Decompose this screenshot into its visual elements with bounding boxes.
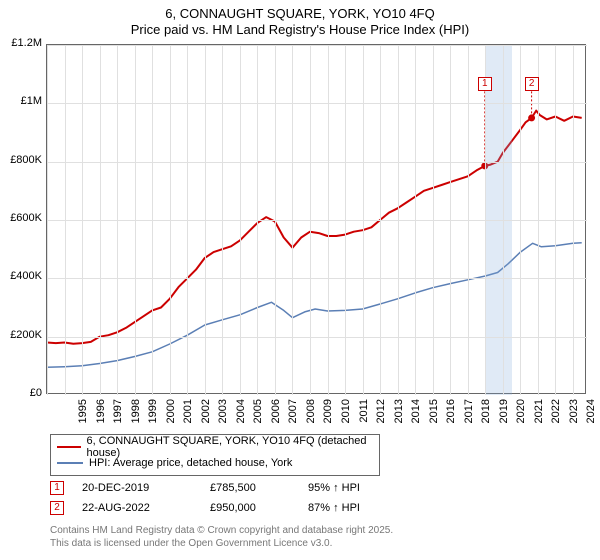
x-tick-label: 2020 bbox=[515, 399, 527, 433]
x-tick-label: 2013 bbox=[393, 399, 405, 433]
x-tick-label: 2002 bbox=[200, 399, 212, 433]
x-tick-label: 1998 bbox=[130, 399, 142, 433]
x-tick-label: 2022 bbox=[550, 399, 562, 433]
footer-line-2: This data is licensed under the Open Gov… bbox=[50, 537, 393, 550]
legend-row: 6, CONNAUGHT SQUARE, YORK, YO10 4FQ (det… bbox=[57, 439, 373, 455]
x-tick-label: 2003 bbox=[217, 399, 229, 433]
sale-marker-dot bbox=[528, 114, 535, 121]
title-line-2: Price paid vs. HM Land Registry's House … bbox=[0, 22, 600, 38]
y-tick-label: £400K bbox=[0, 270, 42, 282]
sale-marker-box: 2 bbox=[525, 77, 539, 91]
legend-swatch bbox=[57, 446, 81, 448]
sales-row-pct: 87% ↑ HPI bbox=[308, 502, 360, 514]
x-tick-label: 2024 bbox=[585, 399, 597, 433]
y-tick-label: £800K bbox=[0, 154, 42, 166]
y-tick-label: £1M bbox=[0, 95, 42, 107]
legend: 6, CONNAUGHT SQUARE, YORK, YO10 4FQ (det… bbox=[50, 434, 380, 476]
sales-row-price: £785,500 bbox=[210, 482, 290, 494]
sales-row-date: 20-DEC-2019 bbox=[82, 482, 192, 494]
sales-row-marker: 1 bbox=[50, 481, 64, 495]
sale-marker-box: 1 bbox=[478, 77, 492, 91]
x-tick-label: 2008 bbox=[305, 399, 317, 433]
y-tick-label: £0 bbox=[0, 387, 42, 399]
chart-title-block: 6, CONNAUGHT SQUARE, YORK, YO10 4FQ Pric… bbox=[0, 0, 600, 39]
legend-label: HPI: Average price, detached house, York bbox=[89, 457, 292, 469]
x-tick-label: 2016 bbox=[445, 399, 457, 433]
legend-label: 6, CONNAUGHT SQUARE, YORK, YO10 4FQ (det… bbox=[87, 435, 373, 459]
x-tick-label: 2018 bbox=[480, 399, 492, 433]
x-tick-label: 2019 bbox=[498, 399, 510, 433]
x-tick-label: 2006 bbox=[270, 399, 282, 433]
sales-row-pct: 95% ↑ HPI bbox=[308, 482, 360, 494]
sales-row: 2 22-AUG-2022 £950,000 87% ↑ HPI bbox=[50, 498, 360, 518]
x-tick-label: 1995 bbox=[77, 399, 89, 433]
y-tick-label: £1.2M bbox=[0, 37, 42, 49]
sales-row-date: 22-AUG-2022 bbox=[82, 502, 192, 514]
sales-table: 1 20-DEC-2019 £785,500 95% ↑ HPI 2 22-AUG-202… bbox=[50, 478, 360, 518]
x-tick-label: 2005 bbox=[252, 399, 264, 433]
footer-line-1: Contains HM Land Registry data © Crown c… bbox=[50, 524, 393, 537]
x-tick-label: 2017 bbox=[463, 399, 475, 433]
x-tick-label: 2021 bbox=[533, 399, 545, 433]
x-tick-label: 2012 bbox=[375, 399, 387, 433]
x-tick-label: 2009 bbox=[322, 399, 334, 433]
x-tick-label: 1997 bbox=[112, 399, 124, 433]
x-tick-label: 2015 bbox=[428, 399, 440, 433]
sales-row-price: £950,000 bbox=[210, 502, 290, 514]
footer-attribution: Contains HM Land Registry data © Crown c… bbox=[50, 524, 393, 550]
x-tick-label: 2000 bbox=[165, 399, 177, 433]
x-tick-label: 2001 bbox=[182, 399, 194, 433]
x-tick-label: 2014 bbox=[410, 399, 422, 433]
x-tick-label: 2011 bbox=[358, 399, 370, 433]
legend-swatch bbox=[57, 462, 83, 464]
chart-plot-area: 12 bbox=[46, 44, 586, 394]
title-line-1: 6, CONNAUGHT SQUARE, YORK, YO10 4FQ bbox=[0, 6, 600, 22]
x-tick-label: 2023 bbox=[568, 399, 580, 433]
x-tick-label: 2007 bbox=[287, 399, 299, 433]
y-tick-label: £200K bbox=[0, 329, 42, 341]
x-tick-label: 1996 bbox=[95, 399, 107, 433]
x-tick-label: 2004 bbox=[235, 399, 247, 433]
x-tick-label: 1999 bbox=[147, 399, 159, 433]
x-tick-label: 2010 bbox=[340, 399, 352, 433]
y-tick-label: £600K bbox=[0, 212, 42, 224]
sales-row-marker: 2 bbox=[50, 501, 64, 515]
sales-row: 1 20-DEC-2019 £785,500 95% ↑ HPI bbox=[50, 478, 360, 498]
